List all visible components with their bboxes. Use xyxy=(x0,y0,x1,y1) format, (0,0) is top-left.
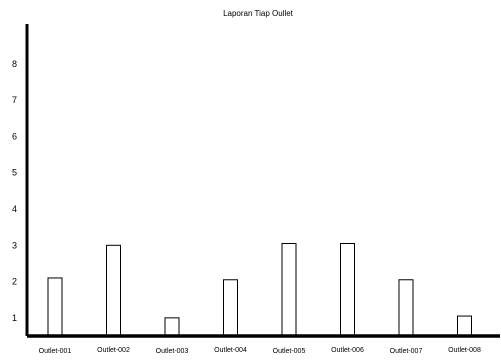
y-tick-label: 5 xyxy=(12,168,17,178)
bars-layer xyxy=(47,242,472,337)
bar-outlet-002 xyxy=(106,244,121,337)
y-tick-label: 4 xyxy=(12,204,17,214)
x-category-label: Outlet-007 xyxy=(390,348,423,355)
y-tick-label: 1 xyxy=(12,313,17,323)
x-category-label: Outlet-001 xyxy=(39,348,72,355)
x-category-label: Outlet-003 xyxy=(156,348,189,355)
bar-outlet-001 xyxy=(47,277,63,337)
bar-outlet-003 xyxy=(164,317,180,337)
y-ticks-layer: 1 2 3 4 5 6 7 8 xyxy=(12,59,17,323)
x-category-label: Outlet-008 xyxy=(448,347,481,354)
y-tick-label: 3 xyxy=(12,240,17,250)
y-tick-label: 7 xyxy=(12,95,17,105)
x-category-label: Outlet-004 xyxy=(214,347,247,354)
chart-title: Laporan Tiap Oullet xyxy=(223,9,294,18)
y-tick-label: 2 xyxy=(12,277,17,287)
x-category-label: Outlet-005 xyxy=(273,348,306,355)
bar-outlet-004 xyxy=(223,279,238,337)
bar-outlet-006 xyxy=(340,242,355,337)
y-tick-label: 8 xyxy=(12,59,17,69)
x-labels-layer: Outlet-001 Outlet-002 Outlet-003 Outlet-004… xyxy=(39,347,481,355)
x-category-label: Outlet-002 xyxy=(97,347,130,354)
bar-outlet-005 xyxy=(281,242,297,337)
bar-outlet-007 xyxy=(398,279,414,337)
y-tick-label: 6 xyxy=(12,131,17,141)
x-category-label: Outlet-006 xyxy=(331,347,364,354)
bar-outlet-008 xyxy=(457,315,472,337)
